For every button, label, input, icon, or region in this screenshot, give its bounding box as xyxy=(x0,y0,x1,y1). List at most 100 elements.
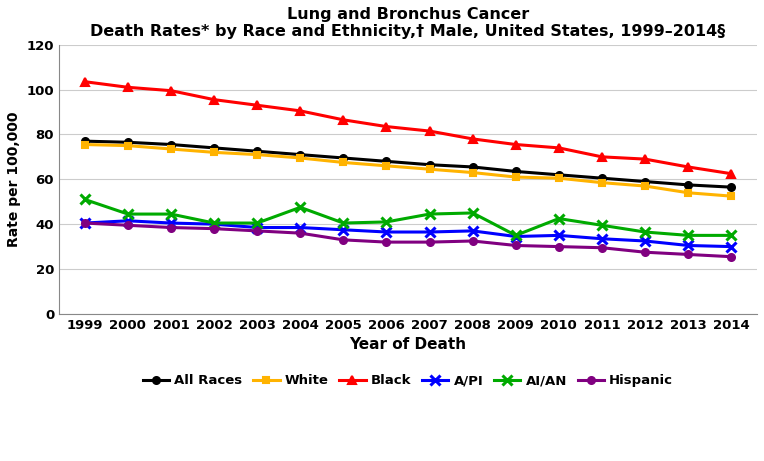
All Races xyxy=(727,184,736,190)
Black xyxy=(382,124,391,130)
Black xyxy=(167,88,176,94)
AI/AN xyxy=(640,229,649,235)
White xyxy=(296,155,305,161)
AI/AN xyxy=(597,223,607,228)
Black xyxy=(597,154,607,160)
Line: All Races: All Races xyxy=(82,138,735,190)
A/PI xyxy=(338,227,348,232)
AI/AN xyxy=(727,233,736,238)
Black xyxy=(425,128,434,134)
Hispanic xyxy=(468,238,478,244)
Black xyxy=(209,97,219,102)
Hispanic xyxy=(80,220,89,226)
Hispanic xyxy=(382,239,391,245)
AI/AN xyxy=(167,211,176,217)
Black xyxy=(684,164,693,170)
All Races xyxy=(597,175,607,181)
White xyxy=(597,180,607,185)
White xyxy=(554,175,563,181)
A/PI xyxy=(468,228,478,234)
Legend: All Races, White, Black, A/PI, AI/AN, Hispanic: All Races, White, Black, A/PI, AI/AN, Hi… xyxy=(138,369,678,392)
AI/AN xyxy=(123,211,132,217)
Black xyxy=(727,171,736,177)
A/PI xyxy=(80,220,89,226)
Hispanic xyxy=(511,242,520,248)
Hispanic xyxy=(167,225,176,230)
AI/AN xyxy=(382,219,391,225)
Hispanic xyxy=(123,223,132,228)
Line: A/PI: A/PI xyxy=(80,216,736,251)
A/PI xyxy=(382,229,391,235)
Black xyxy=(296,108,305,113)
All Races xyxy=(425,162,434,167)
Hispanic xyxy=(209,226,219,231)
A/PI xyxy=(684,242,693,248)
AI/AN xyxy=(253,220,262,226)
Black xyxy=(123,84,132,90)
Hispanic xyxy=(597,245,607,250)
A/PI xyxy=(296,225,305,230)
All Races xyxy=(511,169,520,174)
Black xyxy=(468,136,478,142)
A/PI xyxy=(640,238,649,244)
AI/AN xyxy=(338,220,348,226)
All Races xyxy=(338,155,348,161)
AI/AN xyxy=(425,211,434,217)
A/PI xyxy=(727,244,736,249)
White xyxy=(727,193,736,199)
All Races xyxy=(554,172,563,177)
AI/AN xyxy=(684,233,693,238)
All Races xyxy=(123,140,132,145)
X-axis label: Year of Death: Year of Death xyxy=(349,337,467,352)
A/PI xyxy=(554,233,563,238)
All Races xyxy=(167,142,176,147)
White xyxy=(425,166,434,172)
Title: Lung and Bronchus Cancer
Death Rates* by Race and Ethnicity,† Male, United State: Lung and Bronchus Cancer Death Rates* by… xyxy=(90,7,726,39)
Hispanic xyxy=(296,230,305,236)
Black xyxy=(338,117,348,123)
White xyxy=(80,142,89,147)
A/PI xyxy=(511,234,520,239)
A/PI xyxy=(425,229,434,235)
Hispanic xyxy=(727,254,736,260)
White xyxy=(382,163,391,169)
A/PI xyxy=(209,221,219,227)
All Races xyxy=(382,159,391,164)
All Races xyxy=(80,138,89,144)
Hispanic xyxy=(425,239,434,245)
All Races xyxy=(684,182,693,188)
White xyxy=(253,152,262,157)
All Races xyxy=(253,148,262,154)
Line: White: White xyxy=(82,141,735,200)
Hispanic xyxy=(640,249,649,255)
AI/AN xyxy=(296,205,305,210)
A/PI xyxy=(253,225,262,230)
All Races xyxy=(209,145,219,151)
AI/AN xyxy=(511,233,520,238)
A/PI xyxy=(123,218,132,224)
White xyxy=(468,170,478,175)
Line: Black: Black xyxy=(81,77,736,178)
All Races xyxy=(468,164,478,170)
Black xyxy=(511,142,520,147)
AI/AN xyxy=(554,216,563,221)
A/PI xyxy=(167,220,176,226)
White xyxy=(338,160,348,165)
White xyxy=(167,146,176,152)
All Races xyxy=(296,152,305,157)
Line: AI/AN: AI/AN xyxy=(80,195,736,240)
White xyxy=(209,150,219,155)
Hispanic xyxy=(554,244,563,249)
Hispanic xyxy=(338,237,348,242)
White xyxy=(511,174,520,180)
White xyxy=(640,183,649,189)
A/PI xyxy=(597,236,607,242)
AI/AN xyxy=(209,220,219,226)
AI/AN xyxy=(468,210,478,216)
Hispanic xyxy=(684,252,693,257)
Hispanic xyxy=(253,228,262,234)
Black xyxy=(253,102,262,108)
White xyxy=(684,190,693,195)
Black xyxy=(640,156,649,162)
Black xyxy=(554,145,563,151)
